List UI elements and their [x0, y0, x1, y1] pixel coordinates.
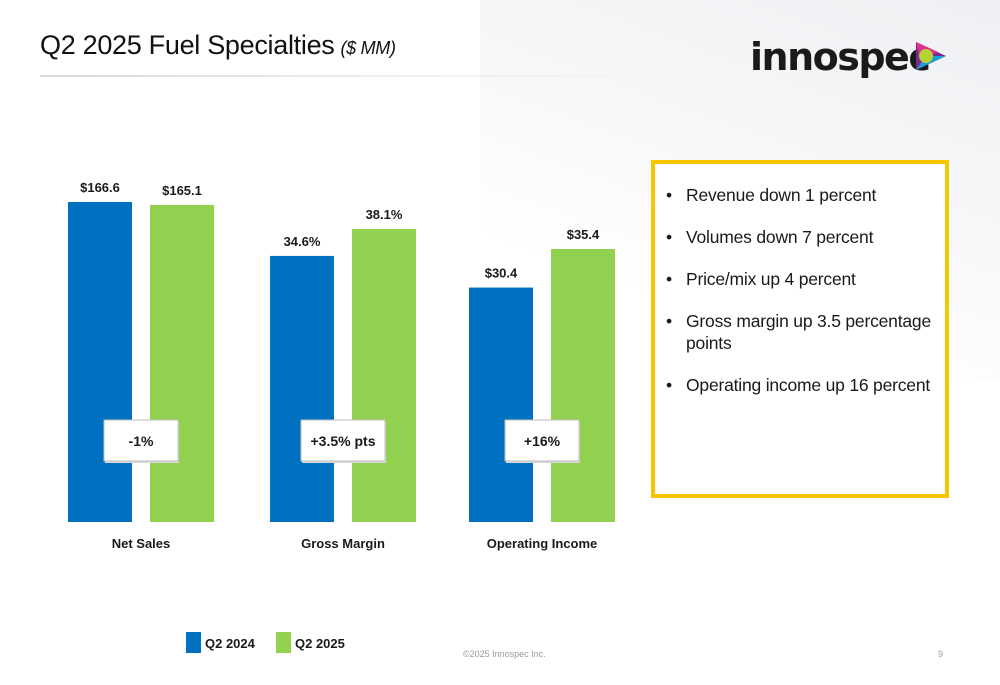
highlight-item: Price/mix up 4 percent — [666, 268, 931, 290]
legend-label: Q2 2025 — [295, 636, 345, 651]
legend-swatch — [276, 632, 291, 653]
delta-box — [103, 419, 179, 462]
delta-value: +3.5% pts — [311, 433, 376, 449]
bar-gross-margin-q2-2024 — [270, 255, 334, 522]
logo-triangle-icon — [916, 42, 946, 70]
page-number: 9 — [938, 649, 944, 659]
bar-gross-margin-q2-2025 — [352, 229, 416, 522]
category-label: Net Sales — [112, 536, 171, 551]
delta-value: -1% — [129, 433, 154, 449]
legend-swatch — [186, 632, 201, 653]
page-title: Q2 2025 Fuel Specialties ($ MM) — [40, 30, 396, 61]
highlight-item: Revenue down 1 percent — [666, 184, 931, 206]
logo-wordmark: innospec — [750, 35, 931, 79]
bar-value-label: 38.1% — [366, 207, 403, 222]
delta-box — [300, 419, 386, 462]
highlight-item: Volumes down 7 percent — [666, 226, 931, 248]
title-unit: ($ MM) — [340, 38, 396, 58]
highlights-box: Revenue down 1 percent Volumes down 7 per… — [651, 160, 949, 498]
legend-label: Q2 2024 — [205, 636, 256, 651]
bar-value-label: $166.6 — [80, 180, 120, 195]
bar-value-label: 34.6% — [284, 234, 321, 249]
copyright-text: ©2025 Innospec Inc. — [463, 649, 546, 659]
title-text: Q2 2025 Fuel Specialties — [40, 30, 335, 60]
innospec-logo: innospec — [750, 32, 960, 82]
delta-value: +16% — [524, 433, 561, 449]
highlights-list: Revenue down 1 percent Volumes down 7 per… — [655, 184, 945, 396]
delta-boxes-group: -1% +3.5% pts +16% — [103, 419, 580, 463]
value-labels-group: $166.6 $165.1 34.6% 38.1% $30.4 $35.4 — [80, 180, 600, 281]
chart-legend: Q2 2024 Q2 2025 — [186, 632, 345, 653]
category-label: Gross Margin — [301, 536, 385, 551]
bar-value-label: $35.4 — [567, 227, 600, 242]
bars-group — [68, 202, 615, 522]
bar-net-sales-q2-2025 — [150, 204, 214, 522]
bar-operating-income-q2-2024 — [469, 287, 533, 522]
category-label: Operating Income — [487, 536, 598, 551]
category-labels-group: Net Sales Gross Margin Operating Income — [112, 536, 598, 551]
bar-value-label: $30.4 — [485, 266, 518, 281]
title-divider — [40, 75, 660, 77]
bar-net-sales-q2-2024 — [68, 202, 132, 522]
bar-operating-income-q2-2025 — [551, 249, 615, 522]
highlight-item: Operating income up 16 percent — [666, 374, 931, 396]
bar-value-label: $165.1 — [162, 183, 202, 198]
delta-box — [504, 419, 580, 462]
highlight-item: Gross margin up 3.5 percentage points — [666, 310, 931, 354]
bar-chart: $166.6 $165.1 34.6% 38.1% $30.4 $35.4 Net Sal… — [68, 180, 615, 653]
